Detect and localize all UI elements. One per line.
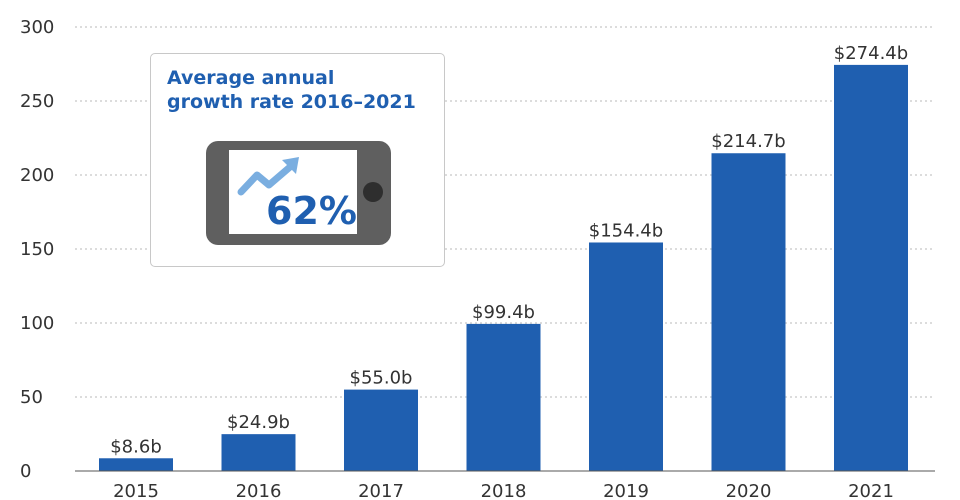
- data-label-2016: $24.9b: [227, 412, 290, 433]
- y-tick-label: 200: [20, 165, 54, 186]
- phone-home-button: [363, 182, 383, 202]
- y-tick-label: 300: [20, 17, 54, 38]
- data-label-2017: $55.0b: [350, 368, 413, 389]
- data-label-2020: $214.7b: [711, 131, 785, 152]
- data-label-2015: $8.6b: [110, 436, 162, 457]
- x-tick-label-2018: 2018: [481, 481, 527, 500]
- trend-up-arrow-icon: [237, 163, 294, 196]
- trend-arrow-head: [282, 157, 299, 174]
- y-axis-tick-labels: 0 50 100 150 200 250 300: [20, 17, 54, 482]
- data-labels: $8.6b $24.9b $55.0b $99.4b $154.4b $214.7b $27…: [110, 43, 908, 457]
- growth-rate-callout: Average annual growth rate 2016–2021 62%: [150, 53, 445, 267]
- y-tick-label: 50: [20, 387, 43, 408]
- y-tick-label: 0: [20, 461, 31, 482]
- data-label-2019: $154.4b: [589, 220, 663, 241]
- data-label-2021: $274.4b: [834, 43, 908, 64]
- x-tick-label-2017: 2017: [358, 481, 404, 500]
- y-tick-label: 100: [20, 313, 54, 334]
- x-tick-label-2019: 2019: [603, 481, 649, 500]
- callout-title-line-2: growth rate 2016–2021: [167, 91, 416, 113]
- y-tick-label: 250: [20, 91, 54, 112]
- y-tick-label: 150: [20, 239, 54, 260]
- x-tick-label-2015: 2015: [113, 481, 159, 500]
- bars: [99, 64, 908, 471]
- callout-title: Average annual growth rate 2016–2021: [167, 66, 437, 114]
- x-axis-tick-labels: 2015 2016 2017 2018 2019 2020 2021: [113, 481, 894, 500]
- bar-2021: [834, 64, 908, 471]
- bar-2019: [589, 242, 663, 471]
- x-tick-label-2021: 2021: [848, 481, 894, 500]
- bar-2017: [344, 389, 418, 471]
- bar-2020: [711, 153, 786, 471]
- bar-2015: [99, 458, 173, 471]
- data-label-2018: $99.4b: [472, 302, 535, 323]
- x-tick-label-2016: 2016: [236, 481, 282, 500]
- bar-2016: [221, 434, 296, 471]
- gridlines: [75, 26, 935, 398]
- smartphone-trend-up-icon: 62%: [206, 141, 391, 245]
- x-tick-label-2020: 2020: [726, 481, 772, 500]
- bar-2018: [466, 323, 541, 471]
- growth-rate-value: 62%: [266, 189, 357, 233]
- callout-title-line-1: Average annual: [167, 67, 335, 89]
